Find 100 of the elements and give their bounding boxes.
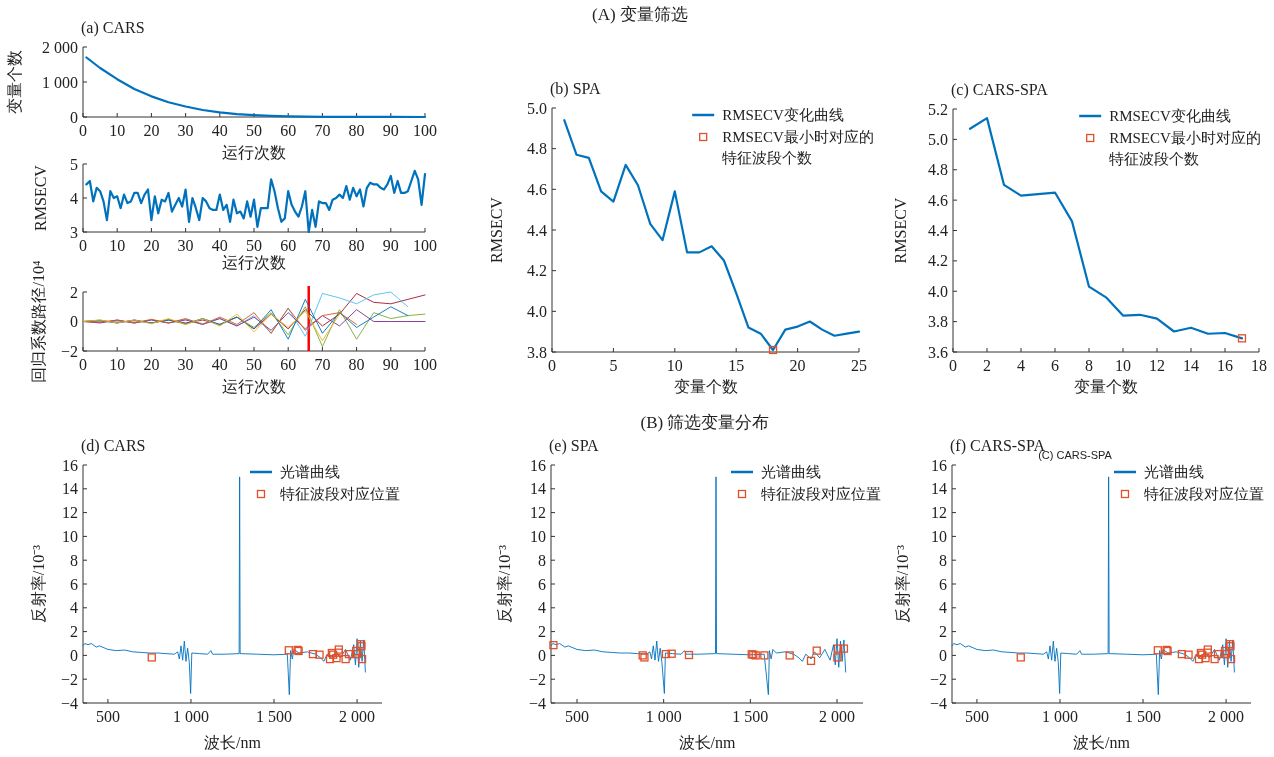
- point: [1184, 650, 1193, 659]
- point: [1153, 646, 1162, 655]
- y-tick-label: 4.8: [527, 140, 547, 158]
- y-tick-label: 2: [70, 623, 78, 641]
- y-tick-label: −4: [528, 694, 546, 712]
- point: [1177, 649, 1187, 659]
- x-tick-label: 2 000: [339, 708, 376, 725]
- y-tick-label: 16: [62, 456, 78, 474]
- y-tick-label: 4.8: [928, 161, 948, 179]
- point: [833, 644, 843, 653]
- x-tick-label: 10: [666, 357, 683, 374]
- y-tick-label: 4.0: [928, 282, 948, 300]
- x-tick-label: 60: [280, 122, 297, 139]
- y-tick-label: −2: [60, 342, 78, 360]
- y-tick-label: 10: [931, 527, 947, 545]
- y-axis-title: RMSECV: [892, 197, 909, 264]
- y-tick-label: 6: [70, 575, 78, 593]
- point: [812, 646, 821, 655]
- point: [661, 649, 671, 659]
- x-tick-label: 90: [382, 237, 399, 254]
- y-tick-label: 0: [538, 646, 546, 664]
- y-tick-label: 12: [62, 504, 78, 522]
- y-tick-label: 14: [62, 480, 78, 498]
- legend-label: 光谱曲线: [280, 464, 340, 480]
- x-tick-label: 40: [211, 237, 228, 254]
- x-tick-label: 100: [413, 122, 437, 139]
- x-tick-label: 10: [109, 356, 126, 373]
- x-tick-label: 90: [382, 122, 399, 139]
- point: [1213, 649, 1223, 659]
- x-tick-label: 40: [211, 122, 228, 139]
- point: [1226, 654, 1236, 664]
- point: [344, 649, 354, 659]
- point: [1210, 654, 1219, 664]
- x-tick-label: 25: [851, 357, 867, 374]
- point: [1203, 645, 1212, 654]
- y-tick-label: 16: [931, 456, 947, 474]
- x-axis-title: 运行次数: [222, 378, 286, 395]
- y-tick-label: 3.8: [928, 313, 948, 331]
- y-tick-label: 5.2: [928, 100, 948, 118]
- point: [839, 644, 849, 653]
- point: [684, 650, 694, 660]
- y-tick-label: 4.4: [928, 222, 948, 239]
- point: [667, 649, 676, 658]
- y-tick-label: 2 000: [42, 38, 78, 56]
- x-axis-title: 波长/nm: [1073, 734, 1131, 751]
- y-tick-label: 14: [530, 480, 546, 498]
- point: [325, 654, 335, 664]
- x-tick-label: 80: [348, 356, 365, 373]
- y-axis-title: 反射率/10⁻³: [894, 544, 911, 624]
- y-axis-title: RMSECV: [32, 164, 49, 231]
- x-tick-label: 2 000: [819, 708, 855, 725]
- x-tick-label: 60: [280, 356, 297, 373]
- y-tick-label: 0: [939, 646, 947, 664]
- x-tick-label: 70: [314, 356, 331, 373]
- legend-label: RMSECV最小时对应的特征波段个数: [1109, 130, 1261, 167]
- x-tick-label: 30: [177, 122, 194, 139]
- point: [1194, 654, 1204, 664]
- x-axis-title: 运行次数: [222, 254, 286, 271]
- y-tick-label: 0: [70, 313, 78, 330]
- point: [341, 654, 350, 664]
- y-tick-label: −2: [528, 670, 546, 688]
- y-tick-label: 0: [70, 108, 78, 126]
- x-tick-label: 18: [1251, 357, 1267, 374]
- x-axis-title: 运行次数: [222, 144, 286, 161]
- line-series: [82, 310, 340, 342]
- y-tick-label: 14: [931, 480, 947, 498]
- y-tick-label: −2: [60, 670, 78, 688]
- legend-label: 特征波段对应位置: [1144, 486, 1264, 502]
- x-axis-title: 变量个数: [673, 378, 738, 395]
- chart-title: (e) SPA: [549, 437, 600, 455]
- x-tick-label: 80: [348, 122, 365, 139]
- x-tick-label: 30: [177, 356, 194, 373]
- y-axis-title: 回归系数路径/10⁴: [30, 260, 47, 383]
- y-tick-label: 2: [538, 623, 546, 641]
- y-tick-label: 6: [538, 575, 546, 593]
- chart-title: (b) SPA: [550, 80, 601, 98]
- x-tick-label: 500: [95, 708, 120, 725]
- legend-label: 特征波段对应位置: [280, 486, 400, 502]
- x-tick-label: 20: [143, 356, 160, 373]
- y-tick-label: 4.2: [527, 262, 547, 280]
- x-tick-label: 4: [1017, 357, 1025, 374]
- x-tick-label: 70: [314, 122, 331, 139]
- x-tick-label: 16: [1217, 357, 1233, 374]
- x-tick-label: 12: [1149, 357, 1165, 374]
- y-tick-label: 16: [530, 456, 546, 474]
- chart-title: (a) CARS: [81, 19, 145, 37]
- y-axis-title: RMSECV: [488, 196, 505, 263]
- y-tick-label: 4: [939, 599, 947, 617]
- x-tick-label: 10: [1115, 357, 1131, 374]
- x-tick-label: 50: [246, 356, 262, 373]
- y-tick-label: 3.6: [928, 343, 948, 361]
- point: [284, 646, 293, 655]
- y-tick-label: 4: [70, 189, 78, 207]
- x-tick-label: 10: [109, 122, 126, 139]
- x-tick-label: 90: [382, 356, 399, 373]
- y-axis-title: 变量个数: [6, 50, 23, 114]
- x-tick-label: 20: [143, 237, 160, 254]
- x-tick-label: 50: [246, 122, 262, 139]
- x-axis-title: 变量个数: [1074, 378, 1138, 395]
- x-tick-label: 1 000: [172, 708, 209, 725]
